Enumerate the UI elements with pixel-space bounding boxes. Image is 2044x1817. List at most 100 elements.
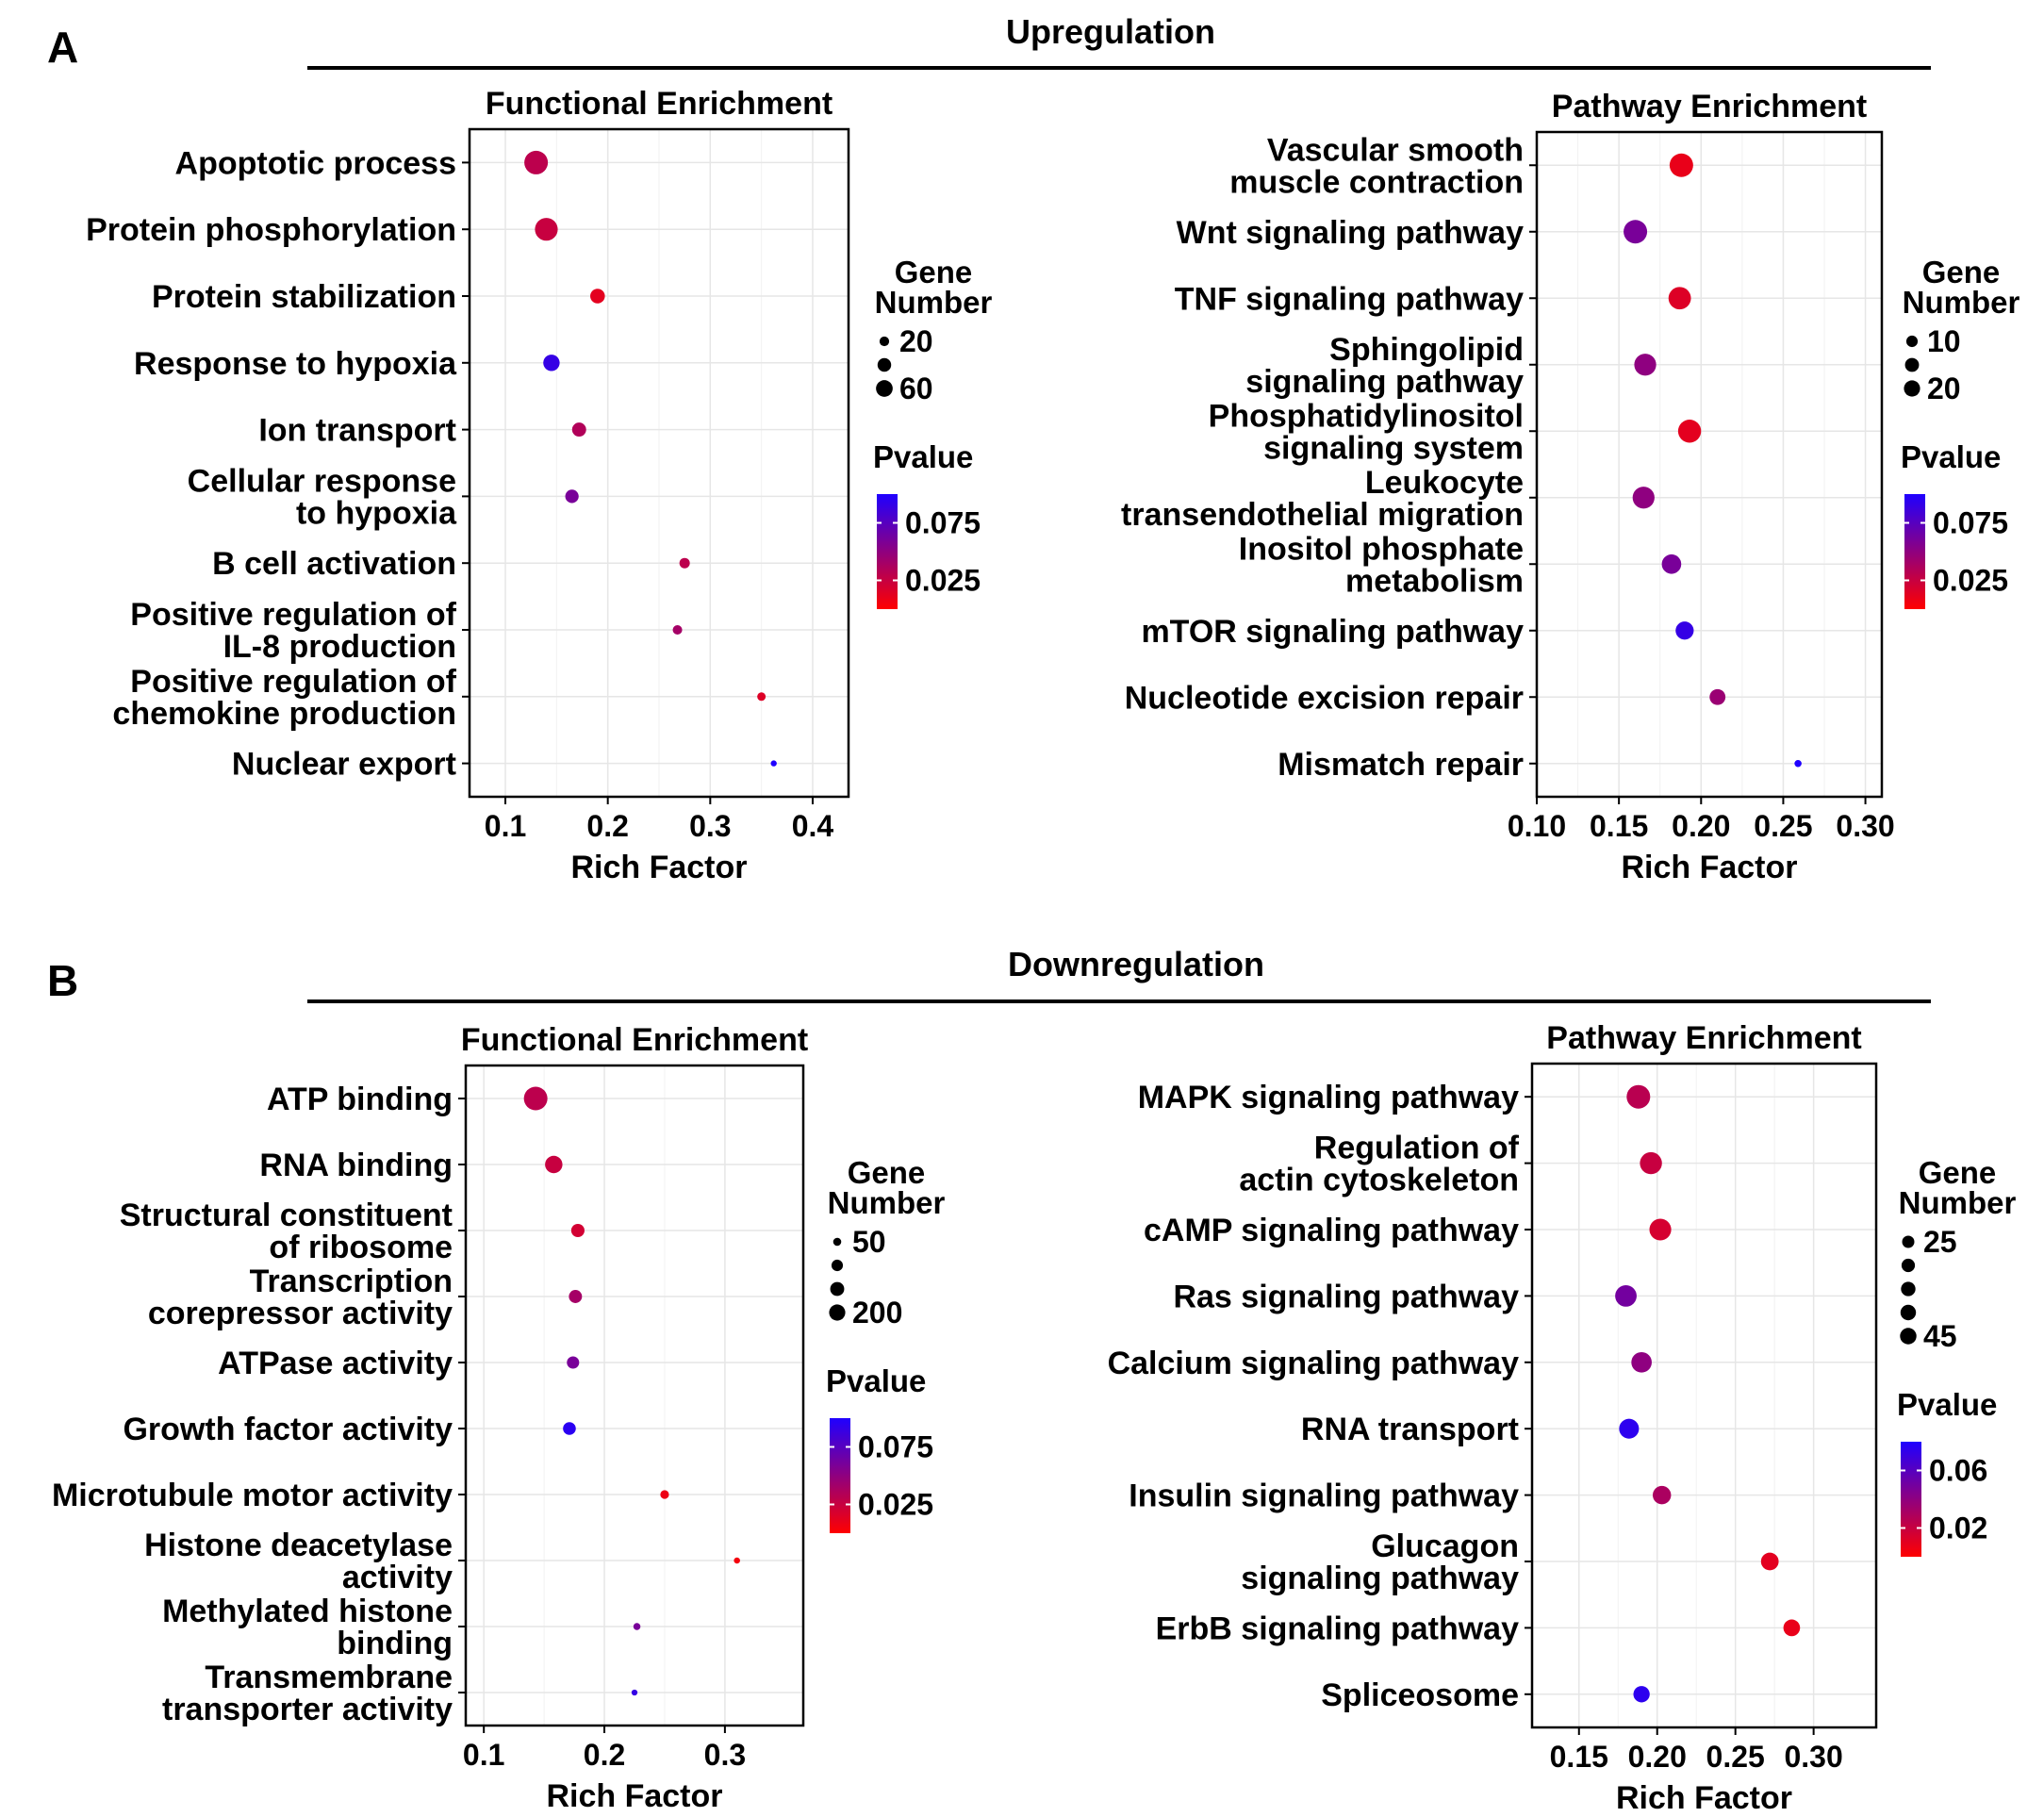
size-legend-dot [1901,1258,1916,1273]
size-legend-dot [876,380,893,397]
category-label-line: Transcription [250,1264,453,1299]
size-legend-title-line: Number [875,285,993,320]
size-legend-title-line: Gene [1919,1155,1997,1190]
category-label-line: Nuclear export [232,747,456,783]
pvalue-colorbar [830,1418,850,1533]
category-label-line: Nucleotide excision repair [1125,680,1524,716]
data-point-nucleotide-excision-repair [1709,688,1726,705]
category-label-histone-deacetylase-activity: Histone deacetylase activity [144,1528,453,1595]
category-label-nucleotide-excision-repair: Nucleotide excision repair [1125,680,1524,716]
pvalue-legend-title: Pvalue [873,439,973,474]
category-label-atp-binding: ATP binding [267,1082,453,1117]
category-label-line: Leukocyte [1365,465,1524,501]
colorbar-label: 0.075 [905,506,981,540]
category-label-structural-constituent-of-ribosome: Structural constituent of ribosome [120,1198,453,1265]
category-label-wnt-signaling-pathway: Wnt signaling pathway [1177,215,1524,251]
category-label-line: signaling system [1263,430,1524,466]
category-label-sphingolipid-signaling-pathway: Sphingolipid signaling pathway [1245,332,1524,400]
size-legend-dot [1904,357,1920,372]
size-legend-dot [831,1259,844,1272]
data-point-atp-binding [523,1086,548,1111]
category-label-line: B cell activation [212,546,456,582]
category-label-line: signaling pathway [1245,364,1524,400]
category-label-mismatch-repair: Mismatch repair [1278,747,1524,783]
pvalue-legend-title: Pvalue [826,1363,926,1398]
category-label-apoptotic-process: Apoptotic process [175,145,456,181]
x-tick-label: 0.15 [1550,1740,1608,1774]
category-label-line: Growth factor activity [123,1412,453,1447]
data-point-microtubule-motor-activity [660,1490,669,1499]
x-tick-label: 0.1 [485,809,526,843]
size-legend-dot [1900,1328,1917,1345]
category-label-line: Regulation of [1314,1131,1520,1166]
category-label-line: Glucagon [1371,1528,1519,1564]
size-legend-label: 200 [852,1296,902,1330]
data-point-camp-signaling-pathway [1649,1218,1672,1241]
data-point-growth-factor-activity [563,1422,576,1435]
data-point-response-to-hypoxia [543,355,560,372]
category-label-leukocyte-transendothelial-migration: Leukocyte transendothelial migration [1121,465,1524,533]
x-axis-title: Rich Factor [1621,850,1797,885]
size-legend-dot [829,1304,846,1321]
category-label-cellular-response-to-hypoxia: Cellular response to hypoxia [188,463,457,531]
size-legend-dot [1900,1304,1917,1321]
data-point-mtor-signaling-pathway [1675,621,1694,640]
data-point-vascular-smooth-muscle-contraction [1669,153,1693,177]
colorbar-label: 0.06 [1929,1454,1987,1488]
x-axis-title: Rich Factor [546,1778,722,1814]
data-point-b-cell-activation [679,557,690,569]
panel-down-pathway: Pathway Enrichment MAPK signaling pathway… [1108,1020,2017,1816]
category-label-transmembrane-transporter-activity: Transmembrane transporter activity [162,1660,453,1727]
data-point-inositol-phosphate-metabolism [1661,553,1682,574]
category-label-line: Cellular response [188,463,456,499]
data-point-transcription-corepressor-activity [569,1290,583,1303]
data-point-apoptotic-process [524,150,549,174]
category-label-phosphatidylinositol-signaling-system: Phosphatidylinositol signaling system [1209,398,1524,466]
category-label-line: Microtubule motor activity [52,1478,453,1513]
x-tick-label: 0.20 [1628,1740,1687,1774]
data-point-rna-binding [545,1155,563,1174]
category-label-mapk-signaling-pathway: MAPK signaling pathway [1138,1080,1519,1115]
data-point-phosphatidylinositol-signaling-system [1677,420,1702,443]
category-label-line: Positive regulation of [130,664,456,700]
category-label-line: MAPK signaling pathway [1138,1080,1519,1115]
colorbar-label: 0.075 [858,1430,933,1464]
colorbar-label: 0.025 [1933,564,2008,598]
panel-up-pathway: Pathway Enrichment Vascular smooth muscle … [1121,89,2019,885]
data-point-sphingolipid-signaling-pathway [1634,354,1657,376]
category-label-line: actin cytoskeleton [1239,1163,1519,1198]
panel-up-functional: Functional Enrichment Apoptotic process Pr… [86,86,992,885]
category-label-line: Mismatch repair [1278,747,1524,783]
category-label-line: Ion transport [258,413,456,449]
category-label-calcium-signaling-pathway: Calcium signaling pathway [1108,1346,1520,1381]
category-label-line: Response to hypoxia [134,346,457,382]
x-tick-label: 0.10 [1508,809,1566,843]
category-label-line: ATPase activity [218,1346,453,1381]
size-legend-dot [1904,380,1920,397]
category-label-line: Insulin signaling pathway [1129,1478,1519,1514]
size-legend-title-line: Number [1903,285,2020,320]
data-point-protein-phosphorylation [535,218,558,241]
category-label-line: Calcium signaling pathway [1108,1346,1520,1381]
x-tick-label: 0.4 [792,809,834,843]
size-legend-title-line: Gene [1922,255,2001,289]
plot-frame [1535,130,1884,799]
category-label-transcription-corepressor-activity: Transcription corepressor activity [148,1264,453,1331]
size-legend-title-line: Gene [895,255,973,289]
section-title-upregulation: Upregulation [1006,12,1215,51]
category-label-line: cAMP signaling pathway [1144,1213,1519,1248]
category-label-mtor-signaling-pathway: mTOR signaling pathway [1141,614,1524,650]
category-label-line: of ribosome [269,1230,453,1265]
x-tick-label: 0.30 [1836,809,1894,843]
x-tick-label: 0.1 [463,1738,504,1772]
category-label-spliceosome: Spliceosome [1321,1677,1519,1713]
category-label-camp-signaling-pathway: cAMP signaling pathway [1144,1213,1519,1248]
data-point-transmembrane-transporter-activity [631,1689,638,1696]
category-label-glucagon-signaling-pathway: Glucagon signaling pathway [1241,1528,1519,1596]
category-label-line: Histone deacetylase [144,1528,453,1563]
category-label-line: Inositol phosphate [1239,531,1524,567]
size-legend-dot [1905,335,1919,348]
category-label-nuclear-export: Nuclear export [232,747,456,783]
